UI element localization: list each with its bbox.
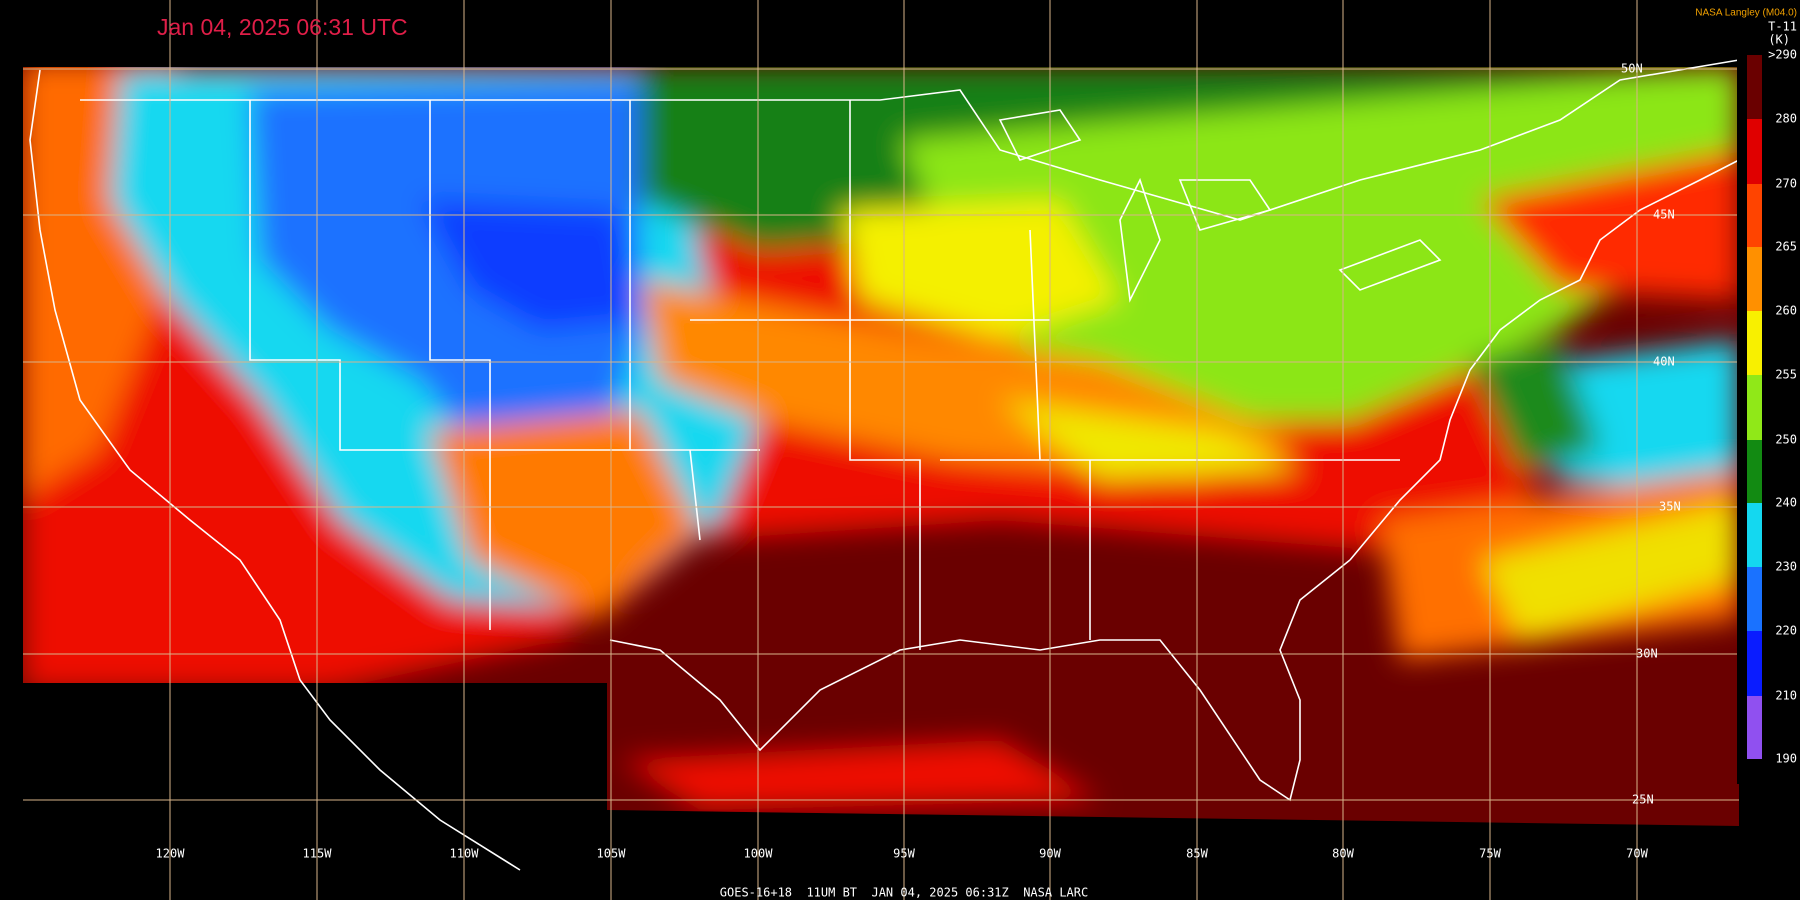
colorbar-segment bbox=[1747, 503, 1762, 567]
longitude-label: 90W bbox=[1039, 847, 1061, 861]
colorbar-segment bbox=[1747, 247, 1762, 311]
colorbar-label: 230 bbox=[1775, 560, 1797, 574]
colorbar-segment bbox=[1747, 631, 1762, 696]
unit: (K) bbox=[1768, 33, 1790, 47]
colorbar-label: 265 bbox=[1775, 240, 1797, 254]
colorbar-label: 220 bbox=[1775, 624, 1797, 638]
great-lakes bbox=[998, 109, 1442, 303]
latitude-label: 40N bbox=[1653, 355, 1675, 369]
colorbar-segment bbox=[1747, 375, 1762, 440]
colorbar-segment bbox=[1747, 440, 1762, 503]
longitude-label: 120W bbox=[156, 847, 186, 861]
colorbar-label: 270 bbox=[1775, 177, 1797, 191]
east-coast bbox=[1349, 159, 1740, 561]
colorbar-label: 280 bbox=[1775, 112, 1797, 126]
longitude-label: 80W bbox=[1332, 847, 1354, 861]
state-lines bbox=[249, 100, 1400, 650]
title: Jan 04, 2025 06:31 UTC bbox=[157, 14, 408, 40]
latitude-label: 50N bbox=[1621, 62, 1643, 76]
northern-border bbox=[80, 59, 1740, 221]
latitude-label: 45N bbox=[1653, 208, 1675, 222]
west-coast bbox=[29, 69, 521, 871]
longitude-label: 95W bbox=[893, 847, 915, 861]
graticule-labels: 50N 45N 40N 35N 30N 25N 120W 115W 110W 105W 100W 95… bbox=[156, 62, 1681, 861]
longitude-label: 110W bbox=[450, 847, 480, 861]
colorbar-label: 255 bbox=[1775, 368, 1797, 382]
longitude-label: 105W bbox=[597, 847, 627, 861]
colorbar: >290 280 270 265 260 255 250 240 230 220 210 190 bbox=[1747, 48, 1797, 766]
colorbar-label: 250 bbox=[1775, 433, 1797, 447]
colorbar-segment bbox=[1747, 119, 1762, 184]
longitude-label: 85W bbox=[1186, 847, 1208, 861]
colorbar-segment bbox=[1747, 311, 1762, 375]
colorbar-segment bbox=[1747, 696, 1762, 759]
colorbar-label: >290 bbox=[1768, 48, 1797, 62]
longitude-label: 100W bbox=[744, 847, 774, 861]
geo-outlines bbox=[29, 59, 1740, 871]
colorbar-segment bbox=[1747, 55, 1762, 119]
graticule bbox=[23, 0, 1739, 900]
colorbar-label: 210 bbox=[1775, 689, 1797, 703]
colorbar-label: 240 bbox=[1775, 496, 1797, 510]
footer: GOES-16+18 11UM BT JAN 04, 2025 06:31Z N… bbox=[720, 886, 1088, 900]
latitude-label: 35N bbox=[1659, 500, 1681, 514]
longitude-label: 115W bbox=[303, 847, 333, 861]
longitude-label: 75W bbox=[1479, 847, 1501, 861]
colorbar-label: 190 bbox=[1775, 752, 1797, 766]
latitude-label: 25N bbox=[1632, 793, 1654, 807]
colorbar-segment bbox=[1747, 184, 1762, 247]
product-name: T-11 bbox=[1768, 20, 1797, 34]
latitude-label: 30N bbox=[1636, 647, 1658, 661]
credit: NASA Langley (M04.0) bbox=[1695, 8, 1797, 19]
gulf-coast bbox=[609, 559, 1351, 802]
colorbar-label: 260 bbox=[1775, 304, 1797, 318]
longitude-label: 70W bbox=[1626, 847, 1648, 861]
colorbar-segment bbox=[1747, 567, 1762, 631]
